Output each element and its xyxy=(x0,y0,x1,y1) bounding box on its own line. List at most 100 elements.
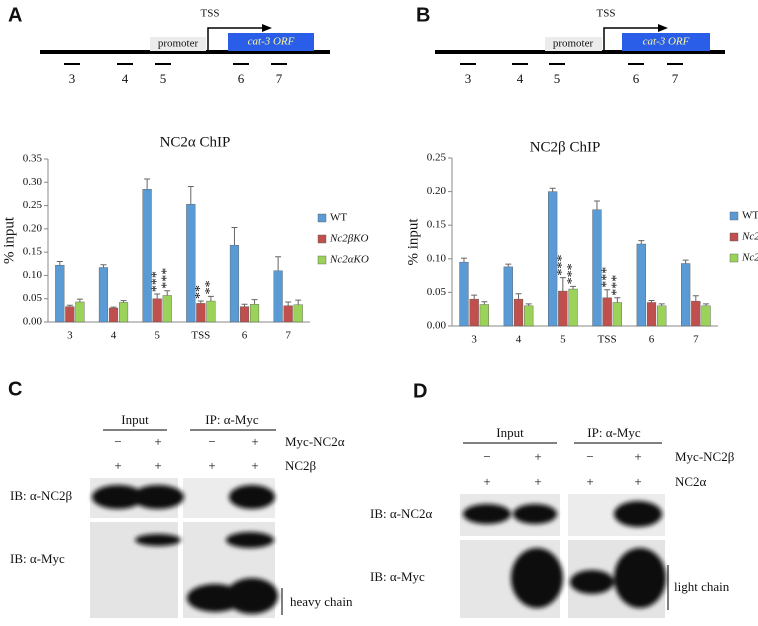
error-bar xyxy=(570,285,577,290)
error-bar xyxy=(505,263,512,267)
tss-arrow xyxy=(603,27,658,51)
tss-label: TSS xyxy=(201,8,220,20)
bar xyxy=(293,304,303,323)
y-tick-label: 0.10 xyxy=(427,252,447,264)
y-tick-label: 0.05 xyxy=(427,286,447,298)
error-bar xyxy=(231,226,238,246)
condition-mark: + xyxy=(251,458,258,473)
legend-swatch xyxy=(729,253,739,263)
error-bar xyxy=(285,301,292,306)
error-bar xyxy=(549,187,556,192)
condition-mark: − xyxy=(483,449,490,464)
significance: *** xyxy=(599,267,614,288)
primer-label: 6 xyxy=(633,71,640,86)
bar xyxy=(459,261,469,327)
x-tick-label: 7 xyxy=(693,334,699,346)
y-tick-label: 0.35 xyxy=(23,153,43,165)
legend-swatch xyxy=(317,234,327,244)
significance: *** xyxy=(565,263,580,284)
error-bar xyxy=(100,264,107,268)
blot-panel: Input IP: α-Myc − + − + Myc-NC2β + + + +… xyxy=(370,425,735,618)
legend-label: Nc2αKO xyxy=(329,254,369,266)
x-tick-label: TSS xyxy=(191,330,210,342)
bar xyxy=(162,295,172,323)
condition-mark: − xyxy=(114,434,121,449)
bar xyxy=(513,298,524,327)
condition-mark: − xyxy=(586,449,593,464)
blot-panel: Input IP: α-Myc − + − + Myc-NC2α + + + +… xyxy=(10,412,353,618)
error-bar xyxy=(604,289,611,298)
primer-label: 3 xyxy=(69,71,76,86)
gene-diagram: promoter cat-3 ORF TSS 3 4 5 6 7 xyxy=(40,8,330,86)
significance: *** xyxy=(149,271,164,292)
chart-title: NC2β ChIP xyxy=(530,139,601,155)
condition-mark: + xyxy=(586,474,593,489)
bar xyxy=(75,301,85,323)
y-tick-label: 0.30 xyxy=(23,176,43,188)
primer-label: 7 xyxy=(276,71,283,86)
promoter-box xyxy=(545,37,602,51)
primer-label: 5 xyxy=(554,71,561,86)
legend-label: Nc2αKO xyxy=(741,231,758,243)
condition-mark: + xyxy=(634,449,641,464)
orf-label: cat-3 ORF xyxy=(643,36,690,48)
row-label: Myc-NC2α xyxy=(285,434,345,449)
panel-label: B xyxy=(416,4,430,26)
group-label: IP: α-Myc xyxy=(205,412,259,427)
y-tick-label: 0.25 xyxy=(427,152,447,164)
primer-label: 4 xyxy=(122,71,129,86)
condition-mark: + xyxy=(154,434,161,449)
condition-mark: + xyxy=(483,474,490,489)
error-bar xyxy=(197,300,204,304)
significance: *** xyxy=(610,275,625,296)
row-label: NC2β xyxy=(285,458,317,473)
gene-diagram: promoter cat-3 ORF TSS 3 4 5 6 7 xyxy=(435,8,725,86)
probe-label: IB: α-NC2α xyxy=(370,506,433,521)
y-tick-label: 0.15 xyxy=(427,219,447,231)
x-tick-label: 5 xyxy=(154,330,160,342)
x-tick-label: 5 xyxy=(560,334,566,346)
error-bar xyxy=(164,290,171,296)
x-tick-label: 6 xyxy=(242,330,248,342)
legend-label: WT xyxy=(742,210,758,222)
error-bar xyxy=(638,240,645,245)
x-tick-label: 7 xyxy=(285,330,291,342)
primer-label: 5 xyxy=(160,71,167,86)
group-label: Input xyxy=(121,412,149,427)
bar xyxy=(273,270,283,323)
group-label: IP: α-Myc xyxy=(587,425,641,440)
bar xyxy=(142,189,152,323)
bar xyxy=(98,267,109,323)
bar xyxy=(249,304,260,323)
y-tick-label: 0.05 xyxy=(23,292,43,304)
bar xyxy=(186,203,196,323)
orf-box xyxy=(228,33,314,51)
y-tick-label: 0.15 xyxy=(23,246,43,258)
primer-label: 3 xyxy=(465,71,472,86)
tss-label: TSS xyxy=(597,8,616,20)
bar xyxy=(196,303,206,323)
bar xyxy=(691,300,701,327)
error-bar xyxy=(525,303,532,306)
error-bar xyxy=(251,299,258,305)
significance: *** xyxy=(555,255,570,276)
x-tick-label: 3 xyxy=(67,330,73,342)
error-bar xyxy=(241,303,248,307)
bands xyxy=(463,501,666,608)
y-tick-label: 0.00 xyxy=(23,316,43,328)
error-bar xyxy=(154,293,161,299)
y-axis-label: % input xyxy=(1,216,17,264)
bar xyxy=(152,298,162,323)
error-bar xyxy=(460,257,467,263)
x-tick-label: 6 xyxy=(649,334,655,346)
error-bar xyxy=(703,303,710,306)
chain-label: heavy chain xyxy=(290,594,353,609)
x-tick-label: 3 xyxy=(471,334,477,346)
bar xyxy=(503,266,513,327)
error-bar xyxy=(481,301,488,305)
promoter-label: promoter xyxy=(158,38,199,50)
x-tick-label: 4 xyxy=(516,334,522,346)
y-tick-label: 0.25 xyxy=(23,199,43,211)
probe-label: IB: α-Myc xyxy=(370,569,425,584)
